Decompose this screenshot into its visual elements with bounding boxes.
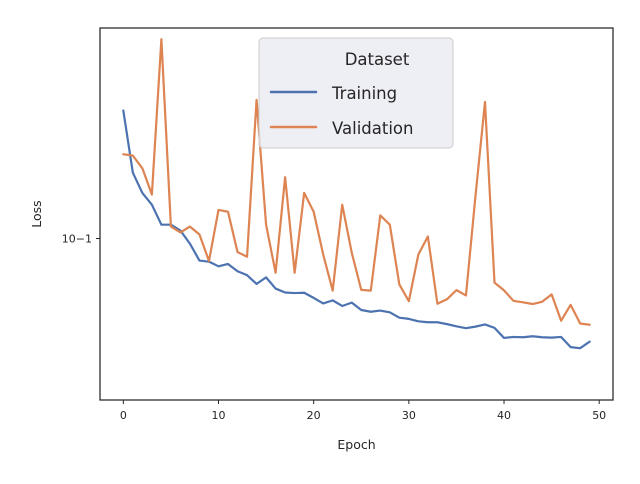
plot-frame [99,27,614,401]
legend-box [258,37,454,149]
y-tick-label: 10−1 [62,233,92,246]
legend: Dataset Training Validation [258,37,454,149]
series-line-training [122,109,591,350]
legend-label-training: Training [331,84,397,103]
x-tick-label: 0 [120,409,127,422]
legend-label-validation: Validation [332,119,413,138]
legend-title: Dataset [345,50,410,69]
x-tick-label: 50 [592,409,606,422]
x-tick-label: 30 [402,409,416,422]
x-tick-label: 40 [497,409,511,422]
x-axis-label: Epoch [337,437,375,452]
x-tick-label: 20 [307,409,321,422]
y-axis-ticks: 10−1 [62,233,100,246]
x-tick-label: 10 [211,409,225,422]
series-line-validation [122,38,591,326]
x-axis-ticks: 0 10 20 30 40 50 [120,400,606,422]
series-layer [122,38,591,350]
y-axis-label: Loss [29,200,44,227]
